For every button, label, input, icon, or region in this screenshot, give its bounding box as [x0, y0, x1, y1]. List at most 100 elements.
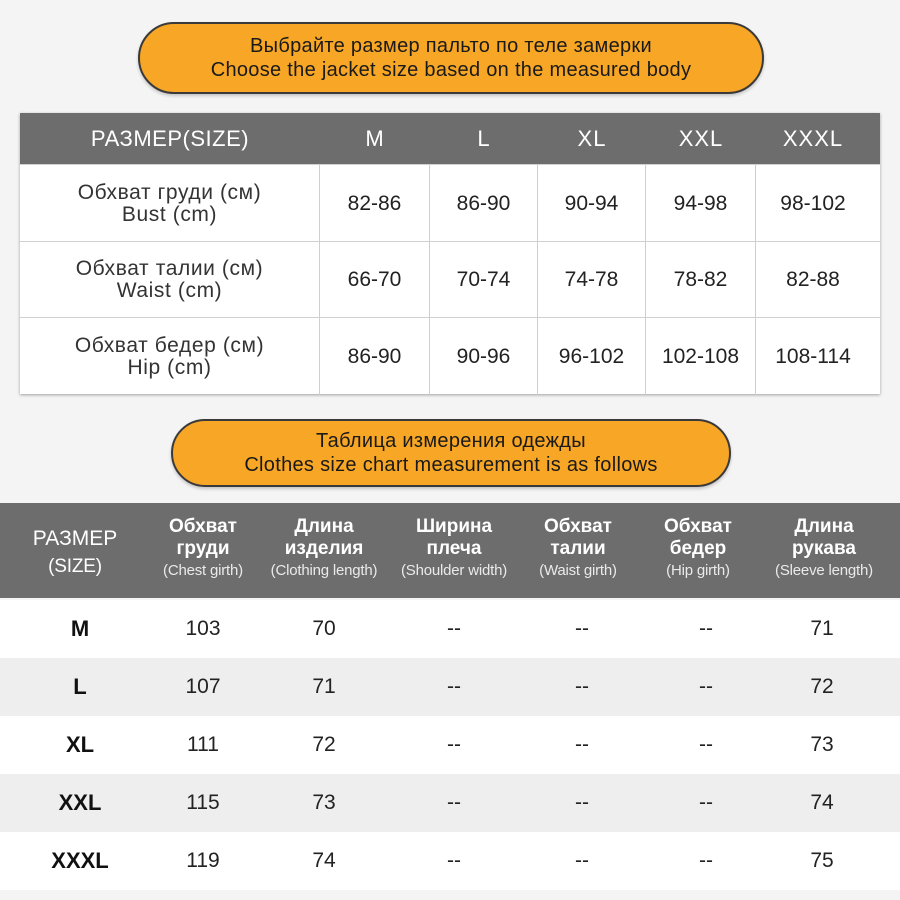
table-row-waist: Обхват талии (см) Waist (cm) 66-70 70-74…	[20, 241, 880, 318]
table-cell: 115	[186, 791, 220, 814]
header-en: (Sleeve length)	[775, 562, 873, 579]
table-cell: 90-94	[538, 165, 646, 242]
header-ru: Обхват	[664, 516, 732, 537]
header-en: (Hip girth)	[666, 562, 730, 579]
row-label-ru: Обхват талии (см)	[75, 257, 264, 280]
table-cell: 96-102	[538, 318, 646, 395]
header-ru: бедер	[669, 538, 727, 559]
table-cell: 102-108	[646, 318, 756, 395]
banner-text-ru: Таблица измерения одежды	[316, 430, 586, 452]
table-cell: 71	[810, 617, 834, 640]
row-label-bust: Обхват груди (см) Bust (cm)	[20, 165, 320, 242]
table-cell: --	[575, 617, 589, 640]
table-cell: 94-98	[646, 165, 756, 242]
table-row-bust: Обхват груди (см) Bust (cm) 82-86 86-90 …	[20, 164, 880, 242]
table-cell: 72	[810, 675, 834, 698]
table-row: M 103 70 -- -- -- 71	[0, 600, 900, 658]
table-cell: 74	[312, 849, 336, 872]
row-label-ru: Обхват груди (см)	[77, 180, 262, 204]
header-ru: плеча	[426, 538, 482, 559]
table-cell: 73	[810, 733, 834, 756]
header-sleeve-length: Длина рукава (Sleeve length)	[762, 503, 886, 598]
table-cell: --	[699, 791, 713, 814]
row-label-en: Hip (cm)	[127, 355, 212, 379]
size-cell: XXXL	[51, 848, 109, 873]
table-cell: 74-78	[538, 242, 646, 318]
header-clothing-length: Длина изделия (Clothing length)	[258, 503, 390, 598]
size-cell: XL	[65, 732, 95, 757]
table-row: XXL 115 73 -- -- -- 74	[0, 774, 900, 832]
size-cell: XXL	[58, 790, 102, 815]
table-cell: --	[699, 675, 713, 698]
header-en: (Chest girth)	[163, 562, 243, 579]
header-shoulder-width: Ширина плеча (Shoulder width)	[388, 503, 520, 598]
table-cell: --	[447, 733, 461, 756]
banner-text-en: Choose the jacket size based on the meas…	[210, 59, 692, 81]
table-cell: 75	[810, 849, 834, 872]
header-size: РАЗМЕР (SIZE)	[0, 503, 150, 598]
table-cell: 82-86	[320, 165, 430, 242]
table-cell: 70	[312, 617, 336, 640]
size-header-xxl: XXL	[678, 125, 724, 151]
table-cell: --	[575, 733, 589, 756]
table-cell: 108-114	[775, 344, 851, 368]
header-waist-girth: Обхват талии (Waist girth)	[522, 503, 634, 598]
table-cell: --	[699, 849, 713, 872]
jacket-size-banner: Выбрайте размер пальто по теле замерки C…	[138, 22, 764, 94]
table-cell: 86-90	[320, 318, 430, 395]
table-cell: 71	[312, 675, 336, 698]
table-cell: 70-74	[430, 242, 538, 318]
banner-text-en: Clothes size chart measurement is as fol…	[244, 454, 658, 476]
clothes-table-header: РАЗМЕР (SIZE) Обхват груди (Chest girth)…	[0, 503, 900, 598]
table-row: XL 111 72 -- -- -- 73	[0, 716, 900, 774]
size-header-xl: XL	[577, 125, 607, 151]
table-cell: 73	[312, 791, 336, 814]
table-cell: --	[447, 617, 461, 640]
table-cell: 78-82	[646, 242, 756, 318]
table-cell: 98-102	[780, 191, 846, 215]
table-cell: --	[699, 617, 713, 640]
table-cell: 90-96	[430, 318, 538, 395]
row-label-hip: Обхват бедер (см) Hip (cm)	[20, 318, 320, 395]
body-size-table: РАЗМЕР(SIZE) M L XL XXL XXXL Обхват груд…	[20, 113, 880, 395]
size-header-m: M	[365, 125, 385, 151]
header-en: (SIZE)	[48, 556, 102, 577]
row-label-ru: Обхват бедер (см)	[74, 333, 265, 357]
row-label-en: Waist (cm)	[116, 279, 223, 302]
size-header-l: L	[477, 125, 491, 151]
table-cell: 103	[185, 617, 221, 640]
table-cell: 86-90	[430, 165, 538, 242]
table-cell: 74	[810, 791, 834, 814]
table-cell: --	[447, 849, 461, 872]
size-header-label: РАЗМЕР(SIZE)	[90, 125, 250, 151]
table-row: L 107 71 -- -- -- 72	[0, 658, 900, 716]
table-cell: 72	[312, 733, 336, 756]
header-ru: изделия	[284, 538, 364, 559]
header-ru: РАЗМЕР	[32, 527, 118, 550]
table-row: XXXL 119 74 -- -- -- 75	[0, 832, 900, 890]
table-cell: --	[447, 791, 461, 814]
header-hip-girth: Обхват бедер (Hip girth)	[646, 503, 750, 598]
header-ru: Длина	[294, 516, 354, 537]
header-chest-girth: Обхват груди (Chest girth)	[150, 503, 256, 598]
table-cell: 111	[187, 733, 219, 756]
header-ru: груди	[176, 538, 230, 559]
header-en: (Clothing length)	[270, 562, 378, 579]
table-cell: --	[575, 849, 589, 872]
header-ru: Ширина	[415, 516, 493, 537]
body-size-table-header: РАЗМЕР(SIZE) M L XL XXL XXXL	[20, 113, 880, 164]
header-ru: Обхват	[169, 516, 237, 537]
header-ru: рукава	[792, 538, 856, 559]
table-cell: 66-70	[320, 242, 430, 318]
clothes-chart-banner: Таблица измерения одежды Clothes size ch…	[171, 419, 731, 487]
table-cell: --	[447, 675, 461, 698]
size-header-xxxl: XXXL	[782, 125, 844, 151]
header-ru: Длина	[794, 516, 854, 537]
table-cell: 107	[185, 675, 221, 698]
header-ru: талии	[550, 538, 606, 559]
row-label-en: Bust (cm)	[121, 202, 218, 226]
header-ru: Обхват	[544, 516, 612, 537]
table-cell: --	[575, 791, 589, 814]
banner-text-ru: Выбрайте размер пальто по теле замерки	[250, 35, 652, 57]
table-cell: --	[699, 733, 713, 756]
